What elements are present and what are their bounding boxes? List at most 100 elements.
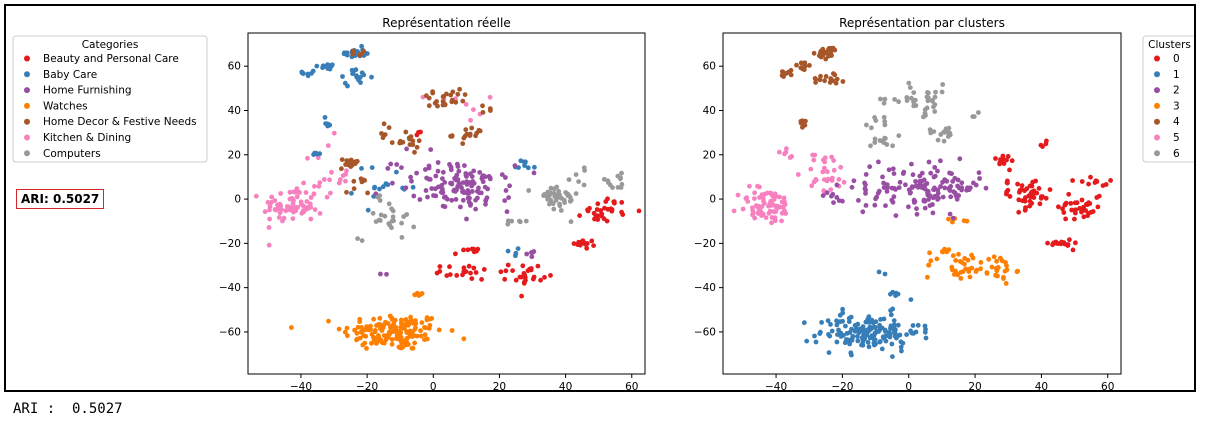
scatter-point (378, 212, 384, 218)
scatter-point (389, 140, 395, 146)
scatter-point (1001, 161, 1007, 166)
legend-marker (1154, 150, 1160, 157)
scatter-point (802, 63, 808, 69)
scatter-point (498, 269, 504, 275)
scatter-point (308, 201, 313, 207)
y-tick-label: −40 (219, 282, 241, 294)
scatter-point (527, 266, 533, 272)
scatter-point (280, 218, 285, 224)
scatter-point (410, 345, 416, 351)
scatter-point (849, 336, 855, 342)
chart-title: Représentation réelle (382, 16, 510, 30)
scatter-point (1000, 153, 1006, 159)
scatter-point (520, 263, 526, 269)
scatter-point (512, 163, 518, 169)
scatter-point (399, 235, 405, 240)
scatter-point (454, 273, 460, 278)
scatter-point (921, 197, 927, 203)
scatter-point (448, 180, 453, 186)
scatter-point (822, 165, 827, 171)
scatter-point (521, 280, 527, 285)
scatter-point (955, 272, 961, 278)
scatter-point (954, 196, 960, 202)
scatter-point (353, 67, 359, 73)
scatter-point (928, 130, 934, 136)
scatter-point (389, 323, 395, 329)
scatter-point (940, 249, 946, 255)
scatter-point (488, 108, 493, 113)
scatter-point (414, 144, 420, 150)
scatter-point (1081, 214, 1087, 220)
scatter-point (471, 249, 477, 255)
scatter-point (955, 177, 961, 183)
scatter-point (262, 209, 268, 215)
scatter-point (551, 206, 557, 212)
scatter-point (399, 340, 404, 346)
scatter-point (452, 187, 457, 193)
scatter-point (297, 190, 302, 195)
scatter-point (523, 218, 529, 224)
scatter-point (595, 201, 601, 207)
scatter-point (392, 317, 398, 323)
legend-marker (1154, 118, 1160, 125)
scatter-point (878, 96, 883, 102)
scatter-point (932, 165, 938, 170)
scatter-point (290, 216, 296, 222)
scatter-point (882, 329, 888, 334)
scatter-point (752, 215, 758, 221)
scatter-point (397, 140, 403, 146)
scatter-point (892, 97, 897, 102)
scatter-point (399, 165, 404, 171)
scatter-point (386, 125, 392, 130)
scatter-point (517, 274, 523, 280)
scatter-point (838, 330, 844, 336)
scatter-point (364, 346, 369, 351)
scatter-point (775, 203, 780, 209)
scatter-point (994, 258, 999, 264)
scatter-point (513, 277, 519, 283)
scatter-point (826, 350, 832, 355)
scatter-point (831, 158, 836, 163)
scatter-point (812, 76, 818, 81)
scatter-point (931, 174, 937, 180)
scatter-point (423, 167, 428, 172)
scatter-point (779, 218, 784, 224)
scatter-point (394, 169, 399, 175)
scatter-point (343, 178, 348, 184)
scatter-point (740, 206, 746, 212)
scatter-point (938, 158, 943, 164)
scatter-point (1061, 210, 1067, 215)
scatter-point (618, 176, 623, 182)
scatter-point (455, 91, 461, 97)
scatter-point (361, 72, 367, 78)
scatter-point (844, 331, 850, 336)
scatter-point (968, 185, 973, 191)
scatter-point (991, 254, 997, 260)
scatter-point (408, 174, 413, 180)
scatter-point (948, 194, 954, 200)
scatter-point (843, 323, 848, 329)
scatter-point (798, 65, 804, 71)
scatter-point (840, 318, 845, 324)
scatter-point (922, 205, 928, 211)
scatter-point (518, 158, 524, 164)
scatter-point (565, 193, 571, 198)
scatter-point (847, 341, 852, 347)
scatter-point (1063, 216, 1068, 222)
scatter-point (471, 168, 477, 174)
scatter-point (760, 196, 766, 201)
scatter-point (322, 115, 328, 120)
scatter-point (619, 200, 625, 205)
scatter-point (995, 273, 1000, 279)
scatter-point (418, 328, 423, 334)
figure-frame: Représentation réelle −40 −20 0 20 40 60 −60 −40… (4, 4, 1196, 392)
legend-title: Categories (82, 39, 139, 51)
scatter-point (461, 269, 467, 274)
plot-frame (247, 32, 646, 375)
scatter-point (881, 114, 887, 120)
chart-0: Représentation réelle −40 −20 0 20 40 60 −60 −40… (12, 16, 646, 390)
scatter-point (328, 190, 333, 196)
scatter-point (763, 215, 769, 221)
scatter-point (447, 162, 452, 167)
scatter-point (368, 327, 373, 332)
